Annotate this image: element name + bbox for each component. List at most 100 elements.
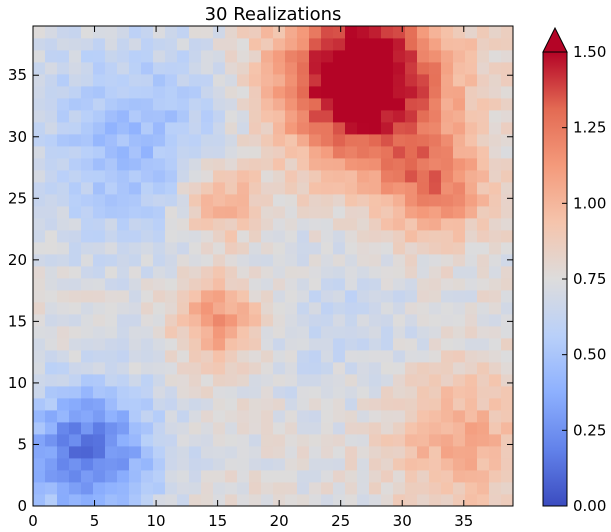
- heatmap-cell: [213, 206, 226, 219]
- heatmap-cell: [393, 398, 406, 411]
- heatmap-cell: [153, 386, 166, 399]
- heatmap-cell: [129, 230, 142, 243]
- heatmap-cell: [225, 230, 238, 243]
- heatmap-cell: [213, 386, 226, 399]
- heatmap-cell: [57, 278, 70, 291]
- heatmap-cell: [393, 218, 406, 231]
- heatmap-cell: [153, 50, 166, 63]
- heatmap-cell: [345, 242, 358, 255]
- heatmap-cell: [273, 134, 286, 147]
- heatmap-cell: [393, 470, 406, 483]
- heatmap-cell: [333, 362, 346, 375]
- heatmap-cell: [345, 470, 358, 483]
- heatmap-cell: [117, 470, 130, 483]
- heatmap-cell: [393, 86, 406, 99]
- heatmap-cell: [393, 314, 406, 327]
- heatmap-cell: [417, 470, 430, 483]
- heatmap-cell: [309, 350, 322, 363]
- heatmap-cell: [369, 434, 382, 447]
- heatmap-cell: [213, 266, 226, 279]
- heatmap-cell: [405, 26, 418, 39]
- heatmap-cell: [141, 338, 154, 351]
- heatmap-cell: [333, 26, 346, 39]
- heatmap-cell: [33, 422, 46, 435]
- heatmap-cell: [105, 86, 118, 99]
- heatmap-cell: [57, 470, 70, 483]
- heatmap-cell: [321, 170, 334, 183]
- heatmap-cell: [93, 134, 106, 147]
- heatmap-cell: [477, 158, 490, 171]
- heatmap-cell: [405, 98, 418, 111]
- heatmap-cell: [165, 314, 178, 327]
- heatmap-cell: [129, 374, 142, 387]
- heatmap-cell: [177, 302, 190, 315]
- heatmap-cell: [345, 314, 358, 327]
- heatmap-cell: [153, 98, 166, 111]
- heatmap-cell: [129, 134, 142, 147]
- heatmap-cell: [93, 50, 106, 63]
- heatmap-cell: [429, 362, 442, 375]
- heatmap-cell: [81, 122, 94, 135]
- heatmap-cell: [249, 182, 262, 195]
- heatmap-cell: [345, 398, 358, 411]
- heatmap-cell: [153, 338, 166, 351]
- heatmap-cell: [381, 314, 394, 327]
- heatmap-cell: [333, 134, 346, 147]
- heatmap-cell: [57, 290, 70, 303]
- heatmap-cell: [105, 458, 118, 471]
- heatmap-cell: [213, 146, 226, 159]
- heatmap-cell: [93, 422, 106, 435]
- heatmap-cell: [489, 446, 502, 459]
- heatmap-cell: [93, 146, 106, 159]
- heatmap-cell: [201, 146, 214, 159]
- heatmap-cell: [501, 134, 514, 147]
- heatmap-cell: [393, 170, 406, 183]
- heatmap-cell: [81, 338, 94, 351]
- heatmap-cell: [501, 410, 514, 423]
- heatmap-cell: [297, 194, 310, 207]
- heatmap-cell: [453, 122, 466, 135]
- heatmap-cell: [297, 38, 310, 51]
- heatmap-cell: [297, 146, 310, 159]
- heatmap-cell: [213, 26, 226, 39]
- heatmap-cell: [69, 158, 82, 171]
- heatmap-cell: [201, 218, 214, 231]
- heatmap-cell: [381, 182, 394, 195]
- heatmap-cell: [273, 266, 286, 279]
- heatmap-cell: [405, 422, 418, 435]
- heatmap-cell: [369, 146, 382, 159]
- heatmap-cell: [69, 86, 82, 99]
- heatmap-cell: [105, 362, 118, 375]
- heatmap-cell: [345, 134, 358, 147]
- heatmap-cell: [249, 326, 262, 339]
- heatmap-cell: [141, 362, 154, 375]
- heatmap-cell: [57, 170, 70, 183]
- heatmap-cell: [501, 398, 514, 411]
- heatmap-cell: [273, 254, 286, 267]
- heatmap-cell: [321, 494, 334, 507]
- heatmap-cell: [129, 422, 142, 435]
- heatmap-cell: [273, 302, 286, 315]
- heatmap-cell: [501, 266, 514, 279]
- heatmap-cell: [177, 326, 190, 339]
- heatmap-cell: [357, 26, 370, 39]
- heatmap-cell: [477, 62, 490, 75]
- x-tick-label: 35: [454, 512, 473, 530]
- heatmap-cell: [489, 170, 502, 183]
- heatmap-cell: [117, 338, 130, 351]
- heatmap-cell: [429, 494, 442, 507]
- heatmap-cell: [309, 494, 322, 507]
- heatmap-cell: [201, 434, 214, 447]
- heatmap-cell: [441, 314, 454, 327]
- heatmap-cell: [153, 374, 166, 387]
- heatmap-cell: [213, 194, 226, 207]
- heatmap-cell: [45, 110, 58, 123]
- heatmap-cell: [153, 134, 166, 147]
- heatmap-cell: [393, 50, 406, 63]
- heatmap-cell: [357, 470, 370, 483]
- heatmap-cell: [93, 218, 106, 231]
- heatmap-cell: [393, 122, 406, 135]
- heatmap-cell: [225, 122, 238, 135]
- heatmap-cell: [141, 350, 154, 363]
